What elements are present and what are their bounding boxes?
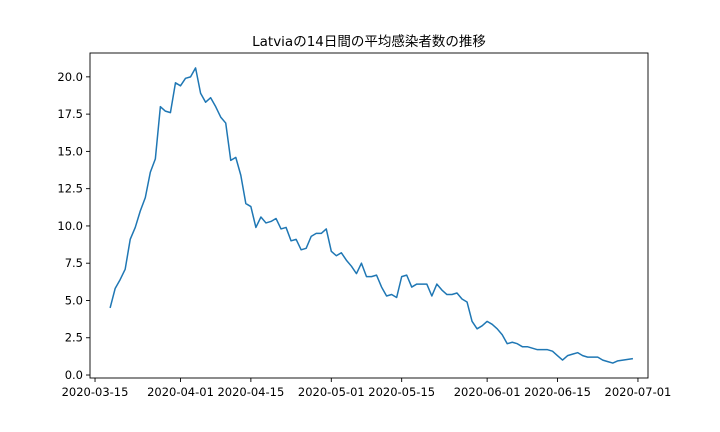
x-tick-label: 2020-07-01 <box>605 385 672 399</box>
y-tick-label: 0.0 <box>65 368 83 382</box>
x-tick-label: 2020-06-01 <box>454 385 521 399</box>
axes-frame <box>89 52 649 379</box>
y-tick-label: 20.0 <box>57 70 83 84</box>
x-tick-label: 2020-04-01 <box>147 385 214 399</box>
y-tick-label: 17.5 <box>57 107 83 121</box>
y-axis: 0.0 2.5 5.0 7.5 10.0 12.5 15.0 17.5 20.0 <box>57 70 90 382</box>
plot-area <box>89 52 649 379</box>
x-axis: 2020-03-15 2020-04-01 2020-04-15 2020-05-01… <box>62 378 672 399</box>
x-tick-label: 2020-05-01 <box>298 385 365 399</box>
y-tick-label: 10.0 <box>57 219 83 233</box>
series-line <box>109 67 634 364</box>
data-series <box>109 67 634 364</box>
y-tick-label: 7.5 <box>65 256 83 270</box>
y-tick-label: 15.0 <box>57 144 83 158</box>
y-tick-label: 12.5 <box>57 182 83 196</box>
y-tick-label: 2.5 <box>65 331 83 345</box>
x-tick-label: 2020-04-15 <box>217 385 284 399</box>
x-tick-label: 2020-06-15 <box>524 385 591 399</box>
chart-title: Latviaの14日間の平均感染者数の推移 <box>252 33 486 50</box>
x-tick-label: 2020-03-15 <box>62 385 129 399</box>
x-tick-label: 2020-05-15 <box>368 385 435 399</box>
y-tick-label: 5.0 <box>65 293 83 307</box>
